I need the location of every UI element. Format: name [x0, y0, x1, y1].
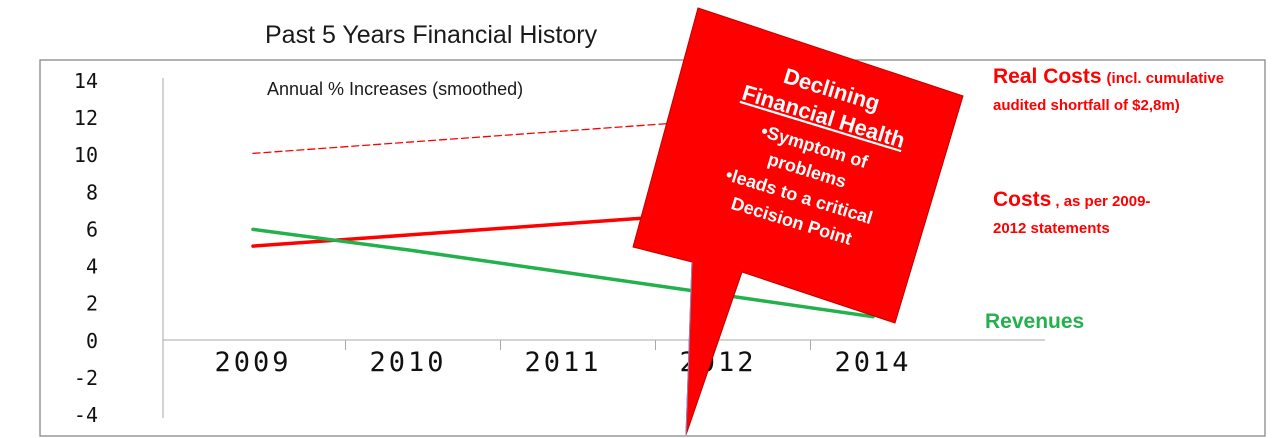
- costs-suffix-2: 2012 statements: [993, 220, 1110, 237]
- x-tick-label: 2014: [834, 347, 911, 378]
- callout-pointer-edge: [685, 261, 693, 436]
- declining-health-callout: Declining Financial Health •Symptom of p…: [632, 7, 964, 436]
- plot-frame: [39, 59, 1266, 437]
- y-tick-label: 4: [86, 255, 98, 279]
- x-tick-label: 2010: [369, 347, 446, 378]
- costs-name: Costs: [993, 188, 1051, 211]
- y-tick-label: -4: [74, 403, 98, 427]
- real-costs-suffix-2: audited shortfall of $2,8m): [993, 97, 1180, 114]
- chart-subtitle: Annual % Increases (smoothed): [267, 79, 523, 99]
- revenues-label: Revenues: [985, 310, 1084, 333]
- real-costs-suffix: (incl. cumulative: [1107, 70, 1225, 87]
- y-tick-label: 8: [86, 180, 98, 204]
- x-tick-labels: 2009 2010 2011 2012 2014: [214, 340, 911, 378]
- callout-shape: [632, 7, 964, 436]
- y-tick-label: 0: [86, 329, 98, 353]
- y-tick-label: 14: [74, 69, 98, 93]
- y-tick-label: -2: [74, 366, 98, 390]
- y-tick-label: 10: [74, 143, 98, 167]
- real-costs-name: Real Costs: [993, 65, 1102, 88]
- y-tick-labels: 14 12 10 8 6 4 2 0 -2 -4: [74, 69, 98, 427]
- x-tick-label: 2009: [214, 347, 291, 378]
- y-tick-label: 12: [74, 106, 98, 130]
- x-tick-label: 2011: [524, 347, 601, 378]
- costs-suffix: , as per 2009-: [1055, 193, 1150, 210]
- y-tick-label: 2: [86, 292, 98, 316]
- series-line-revenues: [251, 227, 875, 319]
- y-tick-label: 6: [86, 217, 98, 241]
- real-costs-label: Real Costs (incl. cumulative: [993, 65, 1224, 88]
- costs-label: Costs, as per 2009-: [993, 188, 1150, 211]
- chart-title: Past 5 Years Financial History: [265, 21, 598, 49]
